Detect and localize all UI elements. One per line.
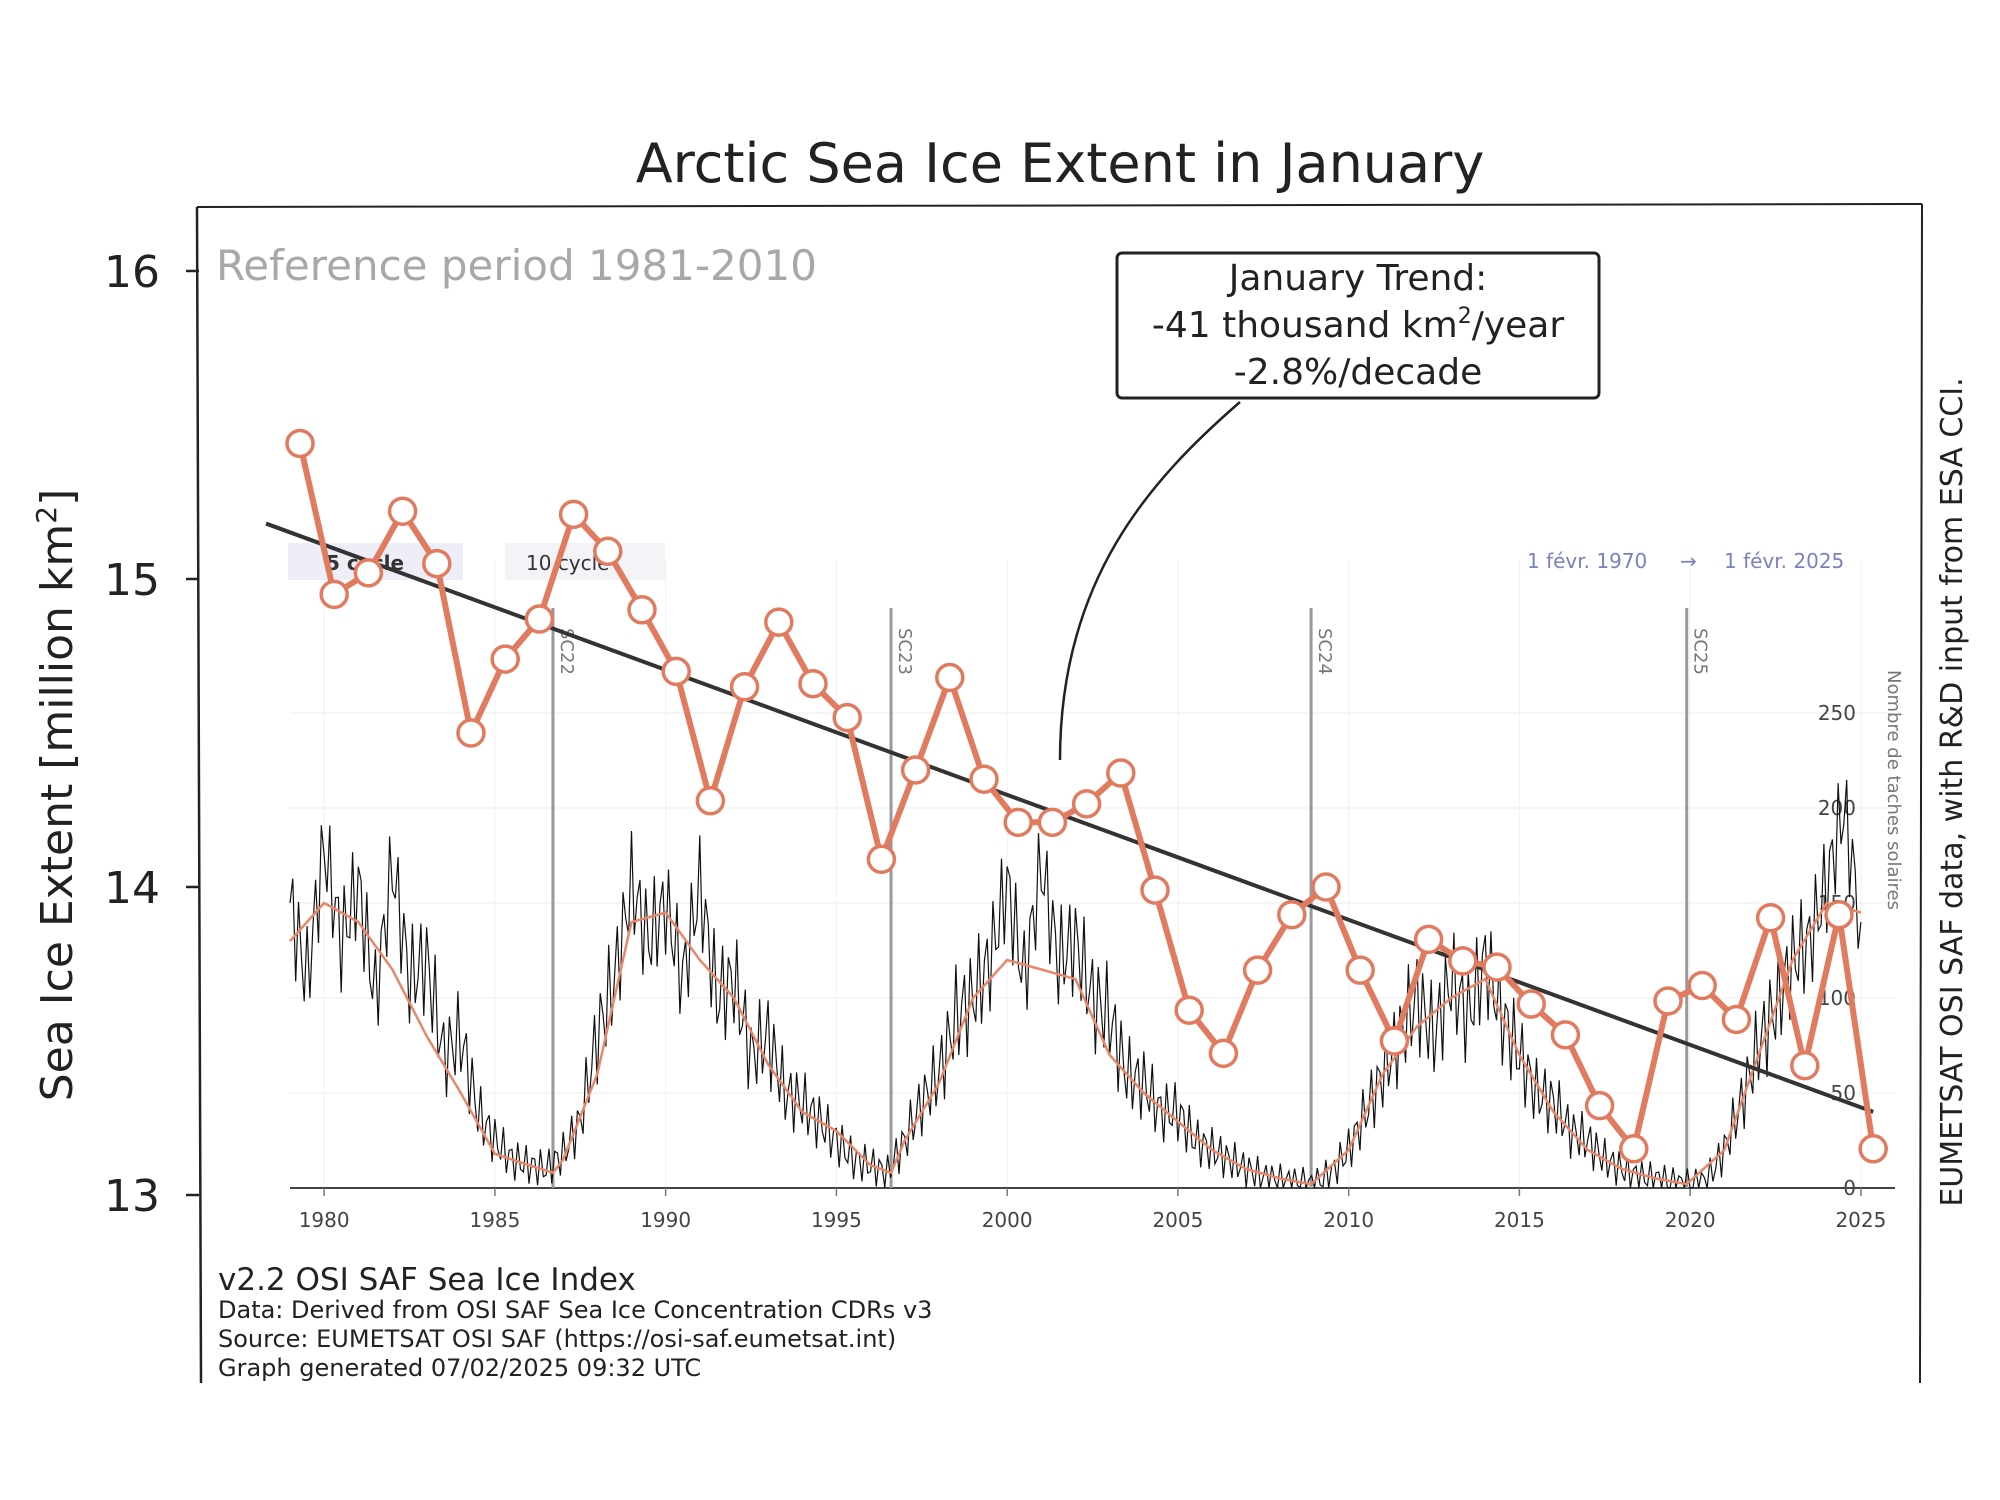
cycle-marker-label: SC22 [556,628,577,675]
data-point [900,755,931,785]
data-point [1379,1026,1410,1056]
date-range-start: 1 févr. 1970 [1527,549,1647,573]
data-point [1790,1050,1820,1081]
data-point [1106,758,1136,788]
data-point [353,558,384,588]
data-point [1140,875,1170,905]
data-point [969,764,999,794]
data-point [1584,1090,1615,1121]
y-axis-ticks: 13 14 15 16 [104,247,199,1222]
frame-left [195,206,203,1384]
cycle-marker-label: SC23 [894,628,915,675]
data-point [319,579,349,610]
frame-top [196,203,1923,208]
data-point [1482,952,1512,982]
y-tick-label: 15 [104,555,160,606]
y-axis-label: Sea Ice Extent [million km2] [30,489,83,1102]
data-point [524,604,555,634]
cycle-marker-label: SC24 [1314,628,1335,675]
data-point [1413,924,1444,955]
right-axis-tick-label: 0 [1843,1176,1856,1200]
data-point [764,607,794,637]
data-point [1242,955,1273,985]
y-tick-label: 14 [104,863,160,914]
data-point [627,595,657,625]
data-point [1858,1134,1888,1164]
data-point [490,644,520,674]
footer-data: Data: Derived from OSI SAF Sea Ice Conce… [218,1296,932,1324]
data-point [1208,1038,1239,1069]
cycle-button-10-bg [505,543,665,580]
data-point [1174,995,1204,1025]
side-credit: EUMETSAT OSI SAF data, with R&D input fr… [1935,377,1970,1206]
data-point [1516,989,1546,1019]
data-point [695,786,726,816]
x-tick-label: 2010 [1323,1208,1374,1232]
trend-box-line3: -2.8%/decade [1234,352,1482,393]
data-point [1619,1134,1649,1164]
data-point [1653,986,1683,1016]
footer-generated: Graph generated 07/02/2025 09:32 UTC [218,1354,701,1382]
data-point [1277,899,1307,930]
data-point [422,548,452,579]
trend-box-line2: -41 thousand km2/year [1152,304,1565,346]
sunspot-raw-line [289,779,1862,1190]
date-range-arrow: → [1680,549,1697,573]
data-point [1687,970,1717,1001]
x-tick-label: 2000 [982,1208,1033,1232]
reference-note: Reference period 1981-2010 [216,241,817,290]
date-range-end: 1 févr. 2025 [1724,549,1844,573]
trend-box [1115,251,1601,400]
x-tick-label: 1980 [299,1208,350,1232]
data-point [798,668,828,699]
data-point [1345,955,1375,985]
trend-line [265,521,1874,1114]
data-point [1721,1004,1752,1035]
data-point [456,718,486,748]
x-tick-label: 2005 [1152,1208,1203,1232]
data-point [387,496,418,526]
sunspot-smoothed-line [289,901,1862,1186]
data-point [1550,1020,1581,1050]
x-tick-label: 2015 [1494,1208,1545,1232]
x-tick-label: 1985 [469,1208,520,1232]
data-point [1071,789,1102,819]
data-point [866,844,897,875]
data-point [1311,872,1341,902]
y-tick-label: 16 [104,247,160,298]
data-point [1037,807,1068,838]
y-tick-label: 13 [104,1171,160,1222]
sunspot-inset: 1980 1985 1990 1995 2000 2005 2010 2015 2020 2025… [288,543,1904,1232]
x-tick-label: 2020 [1665,1208,1716,1232]
x-tick-label: 1995 [811,1208,862,1232]
data-point [558,499,589,530]
x-tick-label: 1990 [640,1208,691,1232]
footer-version: v2.2 OSI SAF Sea Ice Index [218,1262,636,1298]
data-point [1755,903,1786,933]
right-axis-tick-label: 250 [1818,701,1856,725]
data-point [935,662,965,693]
x-tick-label: 2025 [1835,1208,1886,1232]
chart-title: Arctic Sea Ice Extent in January [636,132,1485,195]
footer-source: Source: EUMETSAT OSI SAF (https://osi-sa… [218,1325,896,1353]
data-point [832,702,862,733]
data-point [661,656,691,687]
data-point [1824,899,1854,930]
data-point [593,536,623,567]
data-point [729,672,760,702]
data-point [1448,946,1478,976]
data-point [1003,807,1033,838]
trend-callout-arrow [1058,401,1241,761]
cycle-marker-label: SC25 [1690,628,1711,675]
trend-box-line1: January Trend: [1227,258,1488,299]
data-point [285,428,315,459]
frame-right [1919,203,1923,1384]
right-axis-label: Nombre de taches solaires [1883,670,1904,910]
sea-ice-series [265,428,1888,1164]
